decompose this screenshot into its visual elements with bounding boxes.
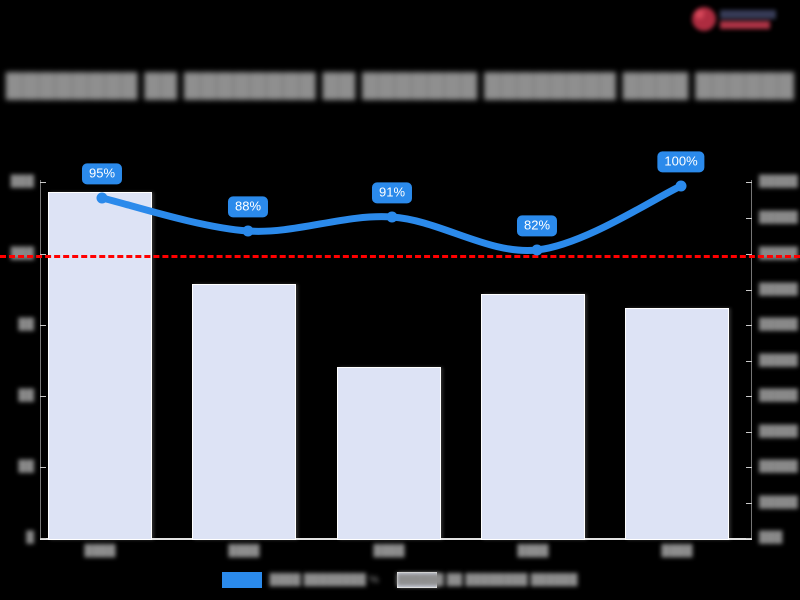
left-axis-tick-label: ███ xyxy=(10,175,34,188)
right-axis-tick-label: █████ xyxy=(759,211,798,224)
right-axis-line xyxy=(751,180,752,540)
bar-2[interactable] xyxy=(337,367,441,540)
left-axis-line xyxy=(40,180,41,540)
left-axis-tick xyxy=(40,254,46,255)
x-axis-label-2: ████ xyxy=(373,545,405,557)
data-label-1: 88% xyxy=(227,196,269,217)
legend-label: ████ ████████ % xyxy=(269,574,379,586)
data-label-4: 100% xyxy=(657,151,705,172)
right-axis-tick xyxy=(746,254,752,255)
left-axis-tick-label: ██ xyxy=(18,318,34,331)
line-marker-4[interactable] xyxy=(675,180,687,192)
right-axis-tick xyxy=(746,396,752,397)
line-markers xyxy=(96,180,687,256)
chart-title: ████████ ██ ████████ ██ ███████ ████████… xyxy=(5,72,795,98)
right-axis-tick xyxy=(746,290,752,291)
bar-3[interactable] xyxy=(481,294,585,540)
right-axis-tick xyxy=(746,432,752,433)
bar-1[interactable] xyxy=(192,284,296,540)
right-axis-tick-label: █████ xyxy=(759,354,798,367)
right-axis-tick xyxy=(746,218,752,219)
x-axis-label-0: ████ xyxy=(84,545,116,557)
chart-legend: ████ ████████ % ██████ ██ ████████ ██████ xyxy=(0,572,800,588)
company-logo xyxy=(692,4,792,34)
legend-item-0[interactable]: ████ ████████ % xyxy=(222,572,379,588)
reference-line xyxy=(0,255,800,258)
right-axis-tick-label: █████ xyxy=(759,175,798,188)
right-axis-tick xyxy=(746,182,752,183)
right-axis-tick xyxy=(746,361,752,362)
right-axis-tick-label: █████ xyxy=(759,283,798,296)
legend-swatch-bar xyxy=(396,572,437,588)
bar-4[interactable] xyxy=(625,308,729,540)
x-axis-labels: ████ ████ ████ ████ ████ xyxy=(40,545,752,565)
x-axis-label-3: ████ xyxy=(517,545,549,557)
logo-wordmark xyxy=(720,9,776,29)
plot-area: ███ ███ ██ ██ ██ █ █████ █████ █████ █████ █████ █… xyxy=(0,151,800,543)
left-axis-tick-label: ███ xyxy=(10,247,34,260)
right-axis-tick xyxy=(746,467,752,468)
left-axis-tick xyxy=(40,182,46,183)
left-axis-tick xyxy=(40,325,46,326)
right-axis-tick-label: █████ xyxy=(759,425,798,438)
left-axis-tick-label: ██ xyxy=(18,460,34,473)
logo-word-secondary xyxy=(720,20,770,29)
line-marker-1[interactable] xyxy=(242,225,254,237)
left-axis-tick-label: ██ xyxy=(18,389,34,402)
right-axis-tick-label: █████ xyxy=(759,247,798,260)
x-axis-label-4: ████ xyxy=(661,545,693,557)
data-label-3: 82% xyxy=(516,215,558,236)
x-axis-label-1: ████ xyxy=(228,545,260,557)
logo-word-primary xyxy=(720,9,776,19)
left-axis-tick-label: █ xyxy=(26,531,34,544)
right-axis-tick xyxy=(746,325,752,326)
right-axis-tick-label: ███ xyxy=(759,531,783,544)
right-axis-tick-label: █████ xyxy=(759,389,798,402)
line-marker-3[interactable] xyxy=(531,244,543,256)
legend-item-1[interactable]: ██████ ██ ████████ ██████ xyxy=(396,572,578,588)
left-axis-tick xyxy=(40,538,46,539)
line-series xyxy=(96,180,687,256)
data-label-2: 91% xyxy=(371,182,413,203)
right-axis-tick-label: █████ xyxy=(759,496,798,509)
left-axis-tick xyxy=(40,467,46,468)
line-marker-0[interactable] xyxy=(96,192,108,204)
legend-swatch-line xyxy=(222,572,263,588)
logo-mark-icon xyxy=(692,7,716,31)
right-axis-tick xyxy=(746,538,752,539)
legend-label: ██████ ██ ████████ ██████ xyxy=(396,574,578,586)
right-axis-tick xyxy=(746,503,752,504)
left-axis-tick xyxy=(40,396,46,397)
right-axis-tick-label: █████ xyxy=(759,460,798,473)
line-marker-2[interactable] xyxy=(386,211,398,223)
bar-0[interactable] xyxy=(48,192,152,540)
data-label-0: 95% xyxy=(81,163,123,184)
right-axis-tick-label: █████ xyxy=(759,318,798,331)
